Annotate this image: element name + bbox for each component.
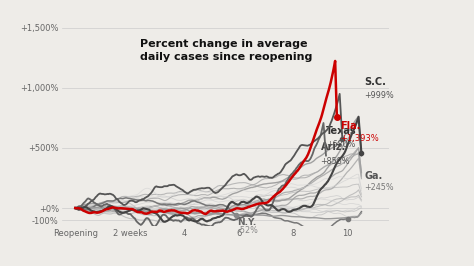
Text: Texas: Texas bbox=[326, 126, 356, 136]
Text: +1,393%: +1,393% bbox=[340, 134, 379, 143]
Text: -52%: -52% bbox=[237, 226, 258, 235]
Text: S.C.: S.C. bbox=[364, 77, 386, 87]
Text: +999%: +999% bbox=[364, 90, 394, 99]
Text: N.Y.: N.Y. bbox=[237, 218, 256, 227]
Text: +680%: +680% bbox=[326, 140, 356, 149]
Text: +245%: +245% bbox=[364, 182, 394, 192]
Text: Fla.: Fla. bbox=[340, 120, 361, 131]
Text: +858%: +858% bbox=[320, 157, 350, 166]
Text: Percent change in average
daily cases since reopening: Percent change in average daily cases si… bbox=[140, 39, 312, 62]
Text: Ariz.: Ariz. bbox=[320, 142, 346, 152]
Text: Ga.: Ga. bbox=[364, 171, 383, 181]
